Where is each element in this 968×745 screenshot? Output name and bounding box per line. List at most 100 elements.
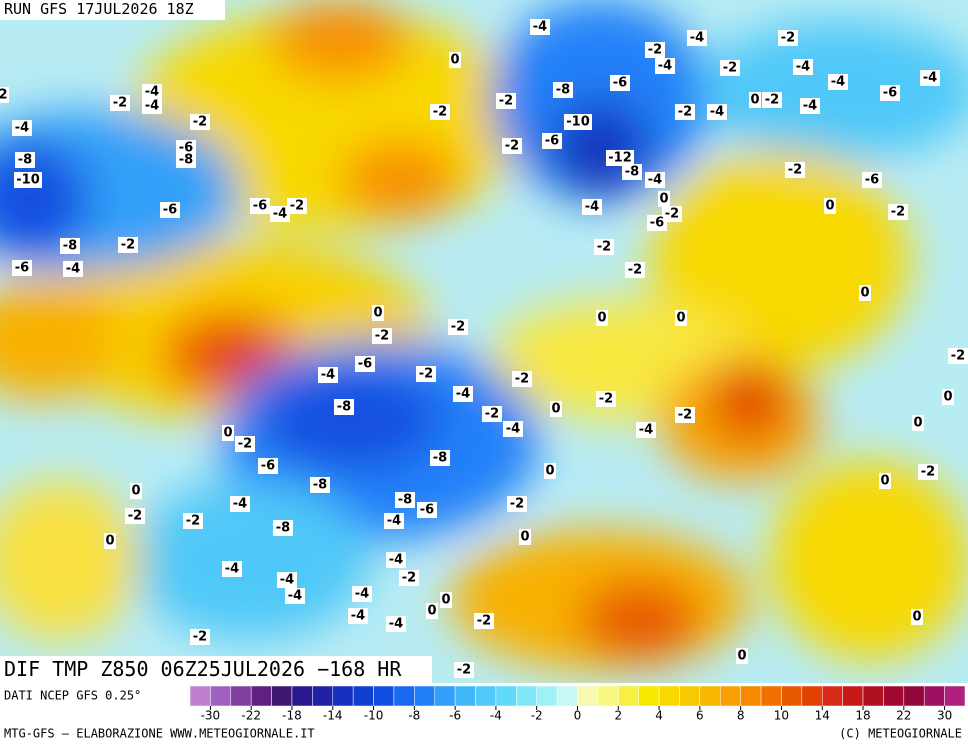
label-bg <box>675 407 695 423</box>
label-bg <box>372 305 384 321</box>
contour-label: 0 <box>943 390 952 405</box>
colorbar-swatch <box>801 685 823 707</box>
label-bg <box>125 508 145 524</box>
contour-label: -8 <box>556 83 570 98</box>
contour-label: 0 <box>750 93 759 108</box>
contour-label: -8 <box>313 478 327 493</box>
contour-label: -6 <box>358 357 372 372</box>
contour-label: 0 <box>131 484 140 499</box>
label-bg <box>749 92 761 108</box>
label-bg <box>348 608 368 624</box>
label-bg <box>720 60 740 76</box>
colorbar-tick-label: -8 <box>408 709 420 723</box>
label-bg <box>707 104 727 120</box>
contour-label: -6 <box>163 203 177 218</box>
label-bg <box>318 367 338 383</box>
label-bg <box>544 463 556 479</box>
colorbar-tick-label: 18 <box>855 709 870 723</box>
label-bg <box>416 366 436 382</box>
colorbar-swatch <box>740 685 762 707</box>
contour-label: -4 <box>710 105 724 120</box>
title-box <box>0 656 432 683</box>
label-bg <box>384 513 404 529</box>
contour-label: -8 <box>433 451 447 466</box>
colorbar-tick-label: 30 <box>937 709 952 723</box>
contour-label: -6 <box>545 134 559 149</box>
colorbar-swatch <box>393 685 415 707</box>
contour-label: 0 <box>880 474 889 489</box>
label-bg <box>606 150 634 166</box>
colorbar-swatch <box>842 685 864 707</box>
contour-label: -2 <box>290 199 304 214</box>
contour-label: -4 <box>585 200 599 215</box>
label-bg <box>417 502 437 518</box>
label-bg <box>285 588 305 604</box>
colorbar-swatch <box>577 685 599 707</box>
colorbar-tick-label: -18 <box>282 709 302 723</box>
contour-label: -12 <box>608 151 632 166</box>
colorbar-swatch <box>332 685 354 707</box>
contour-label: 0 <box>450 53 459 68</box>
label-bg <box>918 464 938 480</box>
label-bg <box>449 52 461 68</box>
footer-right: (C) METEOGIORNALE <box>839 727 962 741</box>
colorbar-swatch <box>903 685 925 707</box>
colorbar-swatch <box>291 685 313 707</box>
contour-label: -8 <box>179 153 193 168</box>
contour-label: 0 <box>545 464 554 479</box>
label-bg <box>63 261 83 277</box>
contour-label: -8 <box>18 153 32 168</box>
label-bg <box>675 104 695 120</box>
label-bg <box>582 199 602 215</box>
colorbar-swatch <box>618 685 639 707</box>
label-bg <box>496 93 516 109</box>
label-bg <box>310 477 330 493</box>
contour-label: 0 <box>520 530 529 545</box>
label-bg <box>911 609 923 625</box>
contour-label: -6 <box>253 199 267 214</box>
colorbar-swatch <box>230 685 252 707</box>
contour-label: -2 <box>433 105 447 120</box>
contour-label: -6 <box>865 173 879 188</box>
contour-label: -2 <box>648 43 662 58</box>
contour-label: -4 <box>145 85 159 100</box>
contour-label: -4 <box>389 617 403 632</box>
label-bg <box>553 82 573 98</box>
colorbar-swatch <box>516 685 537 707</box>
colorbar-swatch <box>536 685 558 707</box>
label-bg <box>12 260 32 276</box>
label-bg <box>948 348 968 364</box>
label-bg <box>104 533 116 549</box>
colorbar-swatch <box>556 685 578 707</box>
contour-label: -2 <box>510 497 524 512</box>
contour-label: -2 <box>891 205 905 220</box>
colorbar-swatch <box>414 685 435 707</box>
colorbar-tick-label: 6 <box>696 709 704 723</box>
contour-label: -6 <box>179 141 193 156</box>
colorbar-swatch <box>638 685 660 707</box>
label-bg <box>190 114 210 130</box>
label-bg <box>920 70 940 86</box>
label-bg <box>386 552 406 568</box>
colorbar-swatch <box>944 685 966 707</box>
label-bg <box>645 42 665 58</box>
label-bg <box>655 58 675 74</box>
label-bg <box>183 513 203 529</box>
colorbar-tick-label: 10 <box>774 709 789 723</box>
contour-label: -2 <box>678 105 692 120</box>
label-bg <box>386 616 406 632</box>
contour-label: 2 <box>0 88 8 103</box>
label-bg <box>160 202 180 218</box>
label-bg <box>399 570 419 586</box>
label-bg <box>542 133 562 149</box>
label-bg <box>426 603 438 619</box>
label-bg <box>647 215 667 231</box>
label-bg <box>0 87 9 103</box>
label-bg <box>60 238 80 254</box>
label-bg <box>222 561 242 577</box>
contour-label: -2 <box>678 408 692 423</box>
colorbar-tick-label: -30 <box>201 709 221 723</box>
contour-label: -2 <box>599 392 613 407</box>
label-bg <box>912 415 924 431</box>
contour-label: -2 <box>121 238 135 253</box>
